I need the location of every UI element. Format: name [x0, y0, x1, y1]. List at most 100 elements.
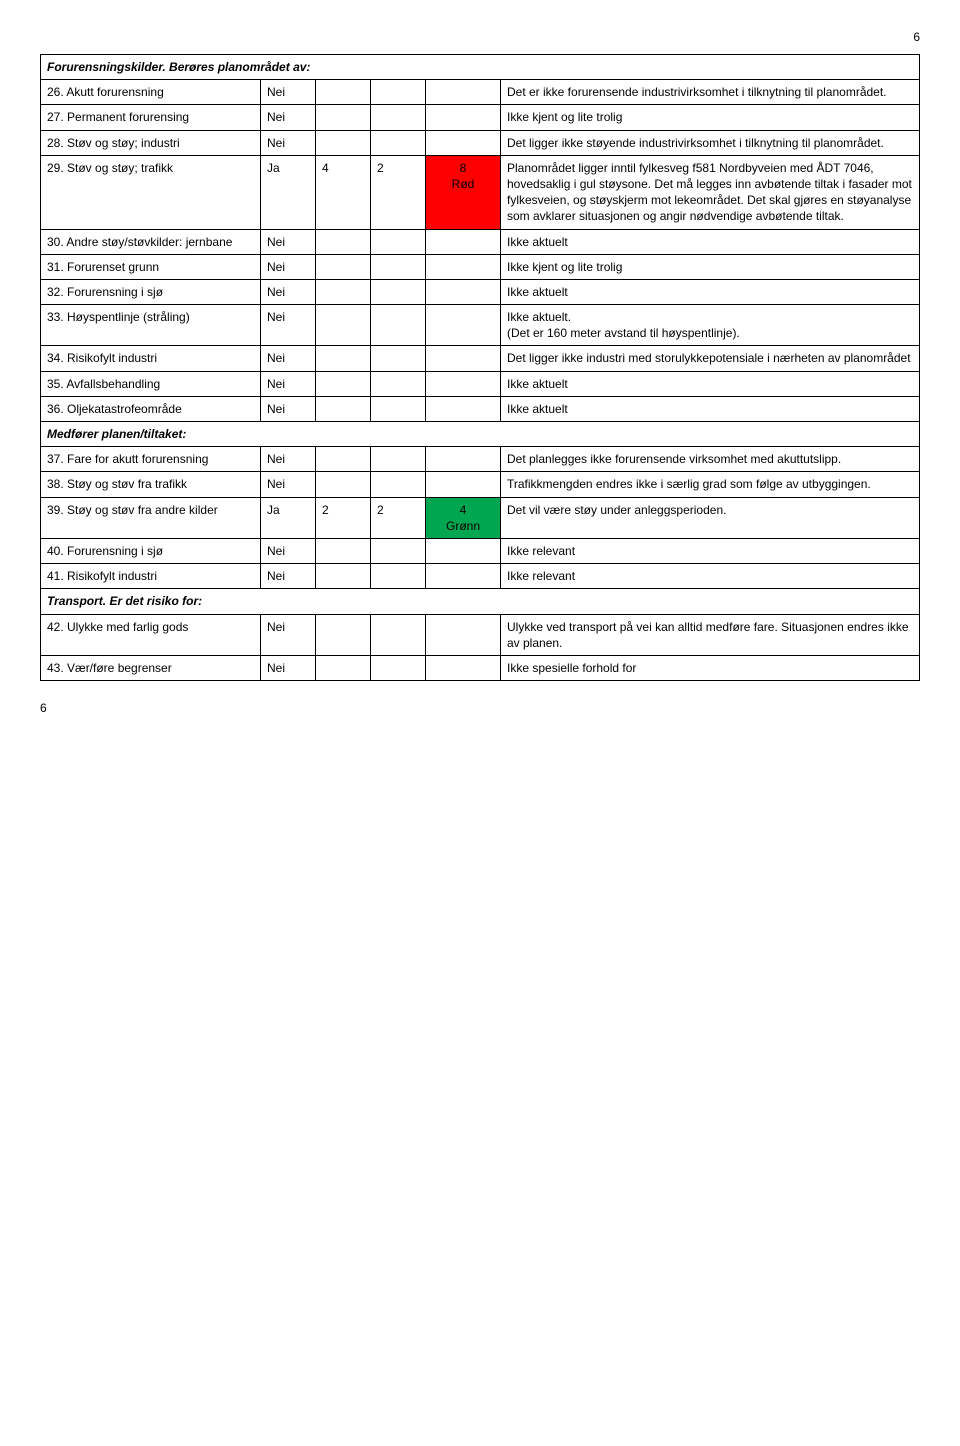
section-header-row: Medfører planen/tiltaket: — [41, 422, 920, 447]
cell-c4 — [371, 305, 426, 346]
cell-c1: 33. Høyspentlinje (stråling) — [41, 305, 261, 346]
cell-c4 — [371, 614, 426, 655]
cell-c1: 27. Permanent forurensing — [41, 105, 261, 130]
cell-c1: 28. Støv og støy; industri — [41, 130, 261, 155]
table-row: 42. Ulykke med farlig godsNeiUlykke ved … — [41, 614, 920, 655]
cell-c3 — [316, 80, 371, 105]
cell-c4 — [371, 538, 426, 563]
cell-c6: Ikke aktuelt — [501, 229, 920, 254]
cell-c4 — [371, 396, 426, 421]
cell-c2: Nei — [261, 538, 316, 563]
table-row: 33. Høyspentlinje (stråling)Nei Ikke aktu… — [41, 305, 920, 346]
cell-c3 — [316, 472, 371, 497]
cell-c4 — [371, 130, 426, 155]
cell-c2: Nei — [261, 279, 316, 304]
table-row: 40. Forurensning i sjøNeiIkke relevant — [41, 538, 920, 563]
cell-c6: Ikke relevant — [501, 564, 920, 589]
cell-c2: Nei — [261, 655, 316, 680]
cell-c5 — [426, 254, 501, 279]
cell-c3 — [316, 655, 371, 680]
cell-c5: 8Rød — [426, 155, 501, 229]
cell-c2: Nei — [261, 447, 316, 472]
cell-c5 — [426, 472, 501, 497]
cell-c2: Nei — [261, 254, 316, 279]
cell-c1: 42. Ulykke med farlig gods — [41, 614, 261, 655]
table-row: 36. OljekatastrofeområdeNei Ikke aktuelt — [41, 396, 920, 421]
cell-c5 — [426, 305, 501, 346]
cell-c4 — [371, 564, 426, 589]
cell-c1: 29. Støv og støy; trafikk — [41, 155, 261, 229]
cell-c6: Planområdet ligger inntil fylkesveg f581… — [501, 155, 920, 229]
cell-c1: 31. Forurenset grunn — [41, 254, 261, 279]
cell-c3 — [316, 229, 371, 254]
cell-c6: Trafikkmengden endres ikke i særlig grad… — [501, 472, 920, 497]
cell-c2: Nei — [261, 371, 316, 396]
cell-c1: 41. Risikofylt industri — [41, 564, 261, 589]
cell-c6: Det planlegges ikke forurensende virksom… — [501, 447, 920, 472]
section-header-cell: Forurensningskilder. Berøres planområdet… — [41, 55, 920, 80]
cell-c1: 38. Støy og støv fra trafikk — [41, 472, 261, 497]
cell-c6: Ikke kjent og lite trolig — [501, 254, 920, 279]
cell-c3: 4 — [316, 155, 371, 229]
cell-c2: Nei — [261, 564, 316, 589]
cell-c5 — [426, 564, 501, 589]
cell-c1: 32. Forurensning i sjø — [41, 279, 261, 304]
cell-c2: Nei — [261, 346, 316, 371]
cell-c3 — [316, 105, 371, 130]
cell-c2: Ja — [261, 155, 316, 229]
cell-c4: 2 — [371, 497, 426, 538]
table-row: 35. AvfallsbehandlingNeiIkke aktuelt — [41, 371, 920, 396]
cell-c5 — [426, 279, 501, 304]
cell-c6: Det er ikke forurensende industrivirksom… — [501, 80, 920, 105]
risk-table: Forurensningskilder. Berøres planområdet… — [40, 54, 920, 681]
cell-c2: Nei — [261, 105, 316, 130]
page-number-bottom: 6 — [40, 701, 920, 715]
section-header-cell: Transport. Er det risiko for: — [41, 589, 920, 614]
table-row: 27. Permanent forurensingNei Ikke kjent o… — [41, 105, 920, 130]
cell-c6: Det ligger ikke støyende industrivirksom… — [501, 130, 920, 155]
cell-c3 — [316, 254, 371, 279]
cell-c6: Ikke aktuelt.(Det er 160 meter avstand t… — [501, 305, 920, 346]
cell-c5 — [426, 346, 501, 371]
table-row: 31. Forurenset grunnNei Ikke kjent og lit… — [41, 254, 920, 279]
cell-c1: 36. Oljekatastrofeområde — [41, 396, 261, 421]
cell-c4 — [371, 105, 426, 130]
cell-c3 — [316, 614, 371, 655]
cell-c3 — [316, 130, 371, 155]
cell-c5 — [426, 614, 501, 655]
cell-c4 — [371, 254, 426, 279]
cell-c2: Nei — [261, 80, 316, 105]
cell-c6: Det ligger ikke industri med storulykkep… — [501, 346, 920, 371]
cell-c1: 30. Andre støy/støvkilder: jernbane — [41, 229, 261, 254]
cell-c6: Det vil være støy under anleggsperioden. — [501, 497, 920, 538]
table-row: 30. Andre støy/støvkilder: jernbaneNei Ik… — [41, 229, 920, 254]
cell-c1: 37. Fare for akutt forurensning — [41, 447, 261, 472]
cell-c4 — [371, 371, 426, 396]
section-header-row: Transport. Er det risiko for: — [41, 589, 920, 614]
table-row: 43. Vær/føre begrenserNeiIkke spesielle … — [41, 655, 920, 680]
table-row: 38. Støy og støv fra trafikkNeiTrafikkme… — [41, 472, 920, 497]
cell-c6: Ikke kjent og lite trolig — [501, 105, 920, 130]
cell-c4 — [371, 80, 426, 105]
cell-c4 — [371, 346, 426, 371]
cell-c5 — [426, 130, 501, 155]
cell-c6: Ikke aktuelt — [501, 396, 920, 421]
cell-c4 — [371, 279, 426, 304]
cell-c2: Nei — [261, 396, 316, 421]
cell-c1: 35. Avfallsbehandling — [41, 371, 261, 396]
cell-c2: Nei — [261, 229, 316, 254]
table-row: 29. Støv og støy; trafikkJa428RødPlanomr… — [41, 155, 920, 229]
cell-c4 — [371, 472, 426, 497]
cell-c2: Nei — [261, 305, 316, 346]
cell-c5 — [426, 105, 501, 130]
cell-c5 — [426, 80, 501, 105]
cell-c3 — [316, 447, 371, 472]
cell-c6: Ikke aktuelt — [501, 279, 920, 304]
section-header-row: Forurensningskilder. Berøres planområdet… — [41, 55, 920, 80]
cell-c3 — [316, 396, 371, 421]
cell-c1: 26. Akutt forurensning — [41, 80, 261, 105]
table-row: 32. Forurensning i sjøNei Ikke aktuelt — [41, 279, 920, 304]
cell-c5 — [426, 396, 501, 421]
cell-c3: 2 — [316, 497, 371, 538]
cell-c2: Nei — [261, 130, 316, 155]
